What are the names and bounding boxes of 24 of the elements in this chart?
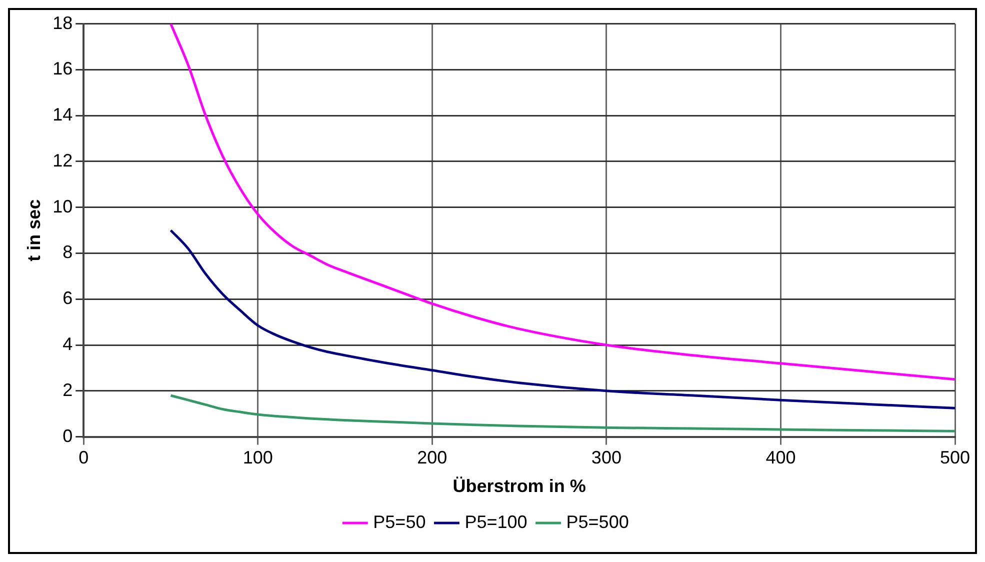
y-tick-label: 8 bbox=[62, 242, 73, 262]
legend-label: P5=50 bbox=[373, 512, 426, 532]
y-tick-label: 2 bbox=[62, 380, 73, 400]
y-tick-label: 14 bbox=[52, 104, 73, 125]
legend-label: P5=500 bbox=[566, 512, 629, 532]
y-tick-label: 12 bbox=[52, 150, 73, 170]
y-tick-label: 10 bbox=[52, 196, 73, 216]
x-tick-label: 400 bbox=[766, 448, 796, 468]
y-tick-label: 18 bbox=[52, 12, 73, 33]
y-tick-label: 6 bbox=[62, 288, 73, 308]
y-tick-label: 16 bbox=[52, 58, 73, 79]
legend-label: P5=100 bbox=[464, 512, 528, 532]
line-series bbox=[170, 24, 955, 381]
y-axis-title: t in sec bbox=[24, 199, 44, 262]
x-tick-label: 0 bbox=[78, 448, 89, 468]
x-axis-title: Überstrom in % bbox=[452, 476, 586, 496]
x-tick-label: 100 bbox=[242, 448, 273, 468]
x-tick-label: 300 bbox=[591, 448, 622, 468]
x-tick-label: 500 bbox=[940, 448, 970, 468]
y-tick-label: 0 bbox=[62, 426, 73, 446]
line-series bbox=[170, 394, 955, 432]
x-tick-label: 200 bbox=[417, 448, 448, 468]
y-tick-label: 4 bbox=[62, 334, 73, 354]
line-series bbox=[170, 229, 955, 410]
